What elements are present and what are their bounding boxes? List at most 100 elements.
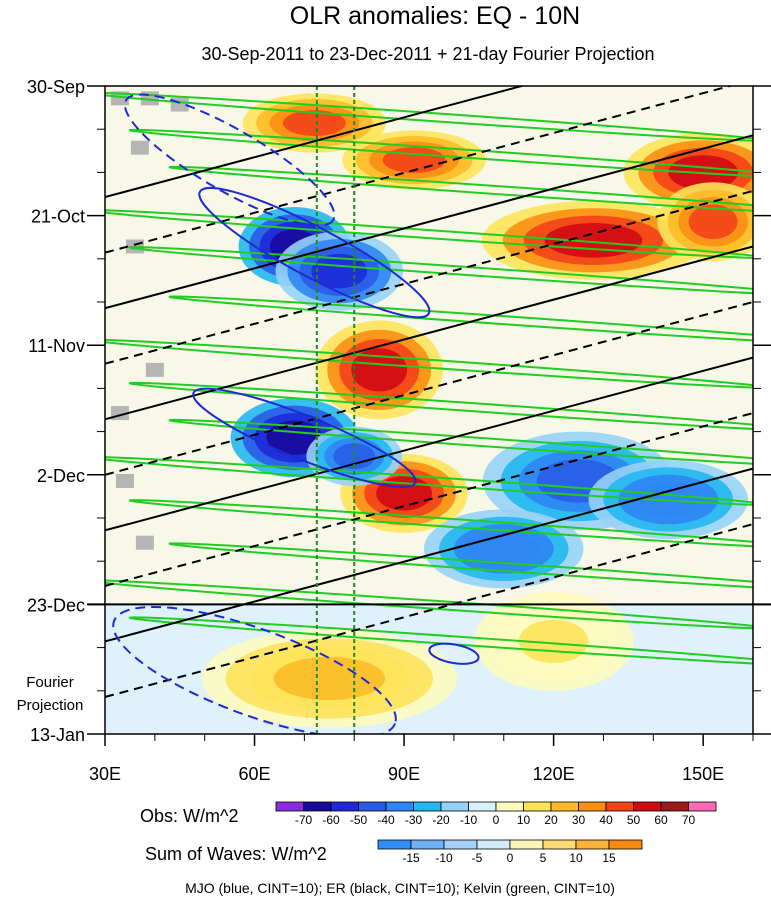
colorbar-cell [476,839,511,850]
kelvin-contour [128,499,753,550]
colorbar-cell [330,801,359,812]
colorbar-tick-label: 5 [540,851,547,865]
colorbar-tick-label: 20 [544,813,558,827]
colorbar-cell [413,801,442,812]
colorbar-tick-label: 50 [627,813,641,827]
colorbar-tick-label: -15 [402,851,420,865]
y-tick-label: 2-Dec [37,466,85,486]
plot-area [87,85,771,735]
chart-title: OLR anomalies: EQ - 10N [290,2,580,30]
colorbar-tick-label: 30 [572,813,586,827]
anomaly-blob [333,443,376,470]
er-contour [105,467,753,643]
er-contour [105,523,753,698]
anomaly-blob [266,420,323,456]
colorbar-tick-label: -50 [350,813,368,827]
kelvin-contour [105,91,753,142]
colorbar-cell [495,801,524,812]
er-contour [105,86,526,199]
y-tick-label: 21-Oct [31,207,85,227]
anomaly-blob [633,482,704,517]
er-contour [105,189,753,365]
x-tick-label: 120E [533,764,575,784]
colorbar-tick-label: 10 [517,813,531,827]
colorbar-cell [440,801,469,812]
mjo-contour [112,605,397,734]
colorbar-cell [660,801,689,812]
colorbar-tick-label: -60 [322,813,340,827]
waves-colorbar: Sum of Waves: W/m^2 -15 -10 -5 0 5 10 15 [145,839,643,865]
y-tick-label: 13-Jan [30,725,85,745]
colorbar-cell [509,839,544,850]
colorbar-tick-label: -5 [472,851,483,865]
kelvin-contour [168,295,753,346]
kelvin-contour [128,381,753,432]
kelvin-contour [128,616,753,667]
colorbar-cell [605,801,634,812]
colorbar-cell [443,839,478,850]
footnote: MJO (blue, CINT=10); ER (black, CINT=10)… [185,880,615,896]
missing-data-cell [135,535,154,550]
colorbar-cell [275,801,304,812]
colorbar-tick-label: 0 [493,813,500,827]
waves-colorbar-label: Sum of Waves: W/m^2 [145,844,327,864]
obs-colorbar-label: Obs: W/m^2 [140,806,238,826]
colorbar-tick-label: 0 [507,851,514,865]
y-tick-label: 11-Nov [28,336,85,356]
er-contour [105,301,753,476]
y-axis: 30-Sep 21-Oct 11-Nov 2-Dec 23-Dec 13-Jan [27,77,771,745]
missing-data-cell [125,239,144,254]
colorbar-cell [410,839,445,850]
mjo-contour [428,642,480,665]
x-tick-label: 90E [388,764,420,784]
reference-lines [315,86,356,734]
colorbar-tick-label: -70 [295,813,313,827]
kelvin-contour [168,165,753,216]
colorbar-tick-label: -30 [405,813,423,827]
kelvin-contour [105,209,753,260]
anomaly-blob [351,348,408,392]
x-axis: 30E 60E 90E 120E 150E [89,734,754,784]
er-contour [105,412,753,587]
kelvin-contour [105,338,753,389]
mjo-contour [192,387,417,488]
missing-data-cell [110,91,129,106]
anomaly-blob [282,110,346,136]
projection-label-line1: Fourier [26,674,74,691]
colorbar-cell [523,801,552,812]
anomaly-blob [688,204,738,240]
colorbar-tick-label: 10 [569,851,583,865]
chart-subtitle: 30-Sep-2011 to 23-Dec-2011 + 21-day Four… [201,44,654,64]
missing-data-cell [145,362,164,377]
kelvin-contour [105,579,753,630]
kelvin-contour [105,455,753,507]
er-contour [105,134,753,310]
colorbar-cell [542,839,577,850]
colorbar-cell [688,801,717,812]
er-contour [105,356,753,532]
colorbar-cell [468,801,497,812]
kelvin-contour [128,128,753,179]
colorbar-cell [578,801,607,812]
anomaly-blob [382,147,446,174]
colorbar-cell [608,839,643,850]
plot-frame [104,85,754,735]
projection-label-line2: Projection [17,697,84,714]
kelvin-contour [168,542,753,593]
colorbar-cell [377,839,412,850]
colorbar-tick-label: -20 [432,813,450,827]
missing-data-cell [130,140,149,155]
colorbar-cell [358,801,387,812]
colorbar-tick-label: 70 [682,813,696,827]
colorbar-tick-label: -10 [460,813,478,827]
er-contour [105,245,753,421]
colorbar-tick-label: 60 [654,813,668,827]
x-tick-label: 30E [89,764,121,784]
wave-contours [105,86,753,734]
colorbar-tick-label: 40 [599,813,613,827]
anomaly-blob [544,223,643,258]
mjo-contour [198,186,431,319]
mjo-contour [123,93,336,227]
anomaly-blob [273,656,386,701]
